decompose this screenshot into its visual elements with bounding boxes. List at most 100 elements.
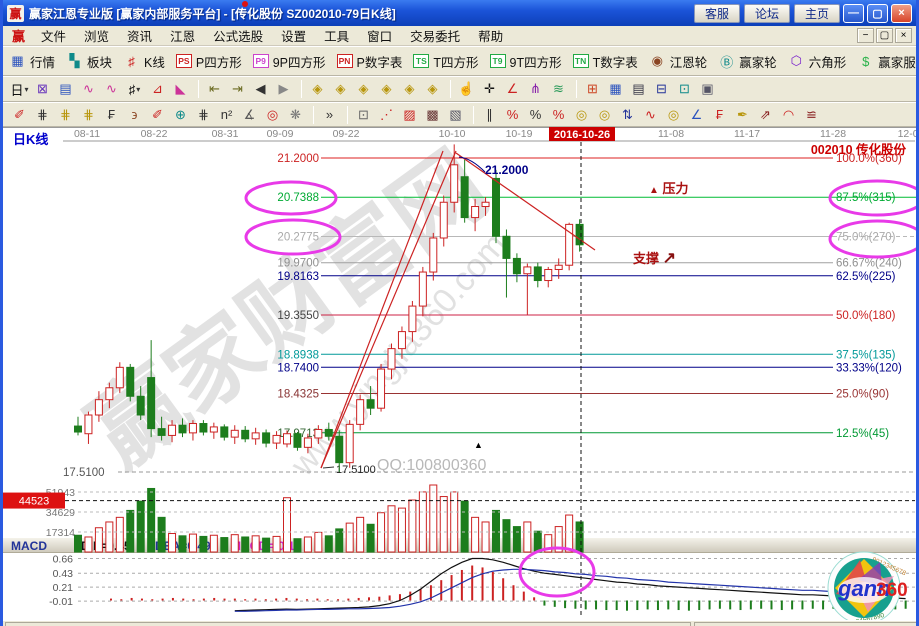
toolbar-button-candle-style[interactable]: ♯ ▾ — [128, 81, 141, 97]
toolbar-button-gold-pen[interactable]: ✒ — [737, 106, 748, 122]
toolbar-button-t-number-table[interactable]: TN T数字表 — [572, 52, 638, 71]
toolbar-button-mini-chart-9[interactable]: ∿ — [106, 81, 117, 96]
menu-item-4[interactable]: 公式选股 — [213, 30, 264, 44]
toolbar-button-gann-grid[interactable]: ⋕ — [37, 106, 48, 122]
toolbar-button-parallel-channel[interactable]: ≌ — [806, 106, 817, 122]
toolbar-button-gold-circle-2[interactable]: ◎ — [598, 106, 611, 122]
toolbar-button-sectors[interactable]: ▚ 板块 — [66, 52, 113, 71]
toolbar-button-save[interactable]: ⊟ — [656, 81, 667, 96]
menu-item-8[interactable]: 交易委托 — [410, 30, 461, 44]
toolbar-button-gold-grid-2[interactable]: ⋕ — [83, 106, 94, 122]
toolbar-button-wave-line[interactable]: ∿ — [645, 106, 656, 122]
toolbar-button-angle-measure[interactable]: ∠ — [506, 81, 519, 96]
toolbar-button-spiral-tool[interactable]: ϶ — [131, 107, 138, 122]
toolbar-button-last-bar[interactable]: ⇥ — [232, 81, 243, 96]
toolbar-button-ruler-brush[interactable]: ✐ — [152, 106, 163, 122]
toolbar-button-calculator[interactable]: ▦ — [609, 81, 622, 96]
toolbar-button-quotes[interactable]: ▦ 行情 — [9, 52, 55, 71]
toolbar-button-draw-brush[interactable]: ✐ — [14, 106, 25, 122]
forum-button[interactable]: 论坛 — [743, 3, 790, 23]
toolbar-button-gold-circle-1[interactable]: ◎ — [575, 106, 588, 122]
window-title: 赢家江恩专业版 [赢家内部服务平台] - [传化股份 SZ002010-79日K… — [29, 6, 396, 21]
toolbar-button-report[interactable]: ▤ — [632, 81, 645, 96]
toolbar-button-next-bar[interactable]: ▶ — [278, 81, 289, 96]
toolbar-button-spider-web[interactable]: ❋ — [290, 106, 301, 122]
toolbar-button-gann-arrow-v[interactable]: ◈ — [381, 81, 392, 96]
macd-dif-value: DIF=0.45 — [81, 539, 131, 553]
toolbar-button-export[interactable]: ⊡ — [679, 81, 690, 96]
toolbar-button-percent-zone[interactable]: % — [552, 107, 565, 122]
toolbar-button-9t-square[interactable]: T9 9T四方形 — [489, 52, 562, 71]
toolbar-button-kline[interactable]: ♯ K线 — [123, 52, 165, 71]
customer-service-button[interactable]: 客服 — [693, 3, 740, 23]
toolbar-button-percent-tool[interactable]: % — [529, 107, 542, 122]
toolbar-button-color-fill[interactable]: ◣ — [175, 81, 186, 96]
toolbar-button-segment-tool[interactable]: ⋔ — [530, 81, 541, 96]
toolbar-button-gold-grid-1[interactable]: ⋕ — [60, 106, 71, 122]
toolbar-button-parallel-lines[interactable]: ∥ — [486, 106, 493, 122]
toolbar-button-drag-hand[interactable]: ☝ — [458, 81, 475, 96]
menu-item-9[interactable]: 帮助 — [478, 30, 504, 44]
maximize-button[interactable]: ▢ — [867, 3, 888, 23]
toolbar-button-hexagon[interactable]: ⬡ 六角形 — [788, 52, 847, 71]
close-button[interactable]: × — [891, 3, 912, 23]
kline-label: K线 — [144, 55, 165, 70]
toolbar-button-t-square[interactable]: TS T四方形 — [413, 52, 479, 71]
toolbar-button-gann-fan[interactable]: ⋰ — [380, 106, 393, 122]
toolbar-button-gold-section[interactable]: ◎ — [667, 106, 680, 122]
toolbar-button-crosshair[interactable]: ✛ — [484, 81, 495, 96]
toolbar-button-fib-fan[interactable]: ₣ — [715, 107, 724, 122]
toolbar-button-gann-arrow-all[interactable]: ◈ — [427, 81, 438, 96]
toolbar-button-print[interactable]: ▣ — [701, 81, 714, 96]
mdi-minimize-button[interactable]: − — [857, 28, 874, 43]
toolbar-button-slant-grid[interactable]: ▧ — [449, 106, 462, 122]
toolbar-button-winner-wheel[interactable]: Ⓑ 赢家轮 — [718, 52, 777, 71]
toolbar-button-target-circle[interactable]: ◎ — [266, 106, 279, 122]
homepage-button[interactable]: 主页 — [793, 3, 840, 23]
toolbar-button-gann-wheel[interactable]: ◉ 江恩轮 — [649, 52, 708, 71]
toolbar-button-first-bar[interactable]: ⇤ — [209, 81, 220, 96]
minimize-button[interactable]: — — [843, 3, 864, 23]
toolbar-button-shade-grid[interactable]: ▨ — [403, 106, 416, 122]
toolbar-button-gann-arrow-h[interactable]: ◈ — [358, 81, 369, 96]
toolbar-button-winner-service[interactable]: $ 赢家服务 — [857, 52, 916, 71]
menu-item-0[interactable]: 文件 — [41, 30, 67, 44]
menu-item-5[interactable]: 设置 — [281, 30, 307, 44]
toolbar-button-arc-tool[interactable]: ◠ — [782, 106, 795, 122]
toolbar-button-9p-square[interactable]: P9 9P四方形 — [252, 52, 326, 71]
toolbar-button-p-square[interactable]: PS P四方形 — [175, 52, 242, 71]
menu-item-1[interactable]: 浏览 — [84, 30, 110, 44]
toolbar-button-chart-layout[interactable]: ⊠ — [37, 81, 48, 96]
mdi-close-button[interactable]: × — [895, 28, 912, 43]
toolbar-button-info-panel[interactable]: ▤ — [59, 81, 72, 96]
toolbar-button-angle-line[interactable]: ∡ — [243, 106, 256, 122]
toolbar-button-gann-arrow-right[interactable]: ◈ — [335, 81, 346, 96]
mdi-restore-button[interactable]: ▢ — [876, 28, 893, 43]
toolbar-button-price-marker[interactable]: ⇅ — [622, 106, 633, 122]
toolbar-button-calendar[interactable]: ⊞ — [587, 81, 598, 96]
menu-item-2[interactable]: 资讯 — [127, 30, 153, 44]
toolbar-button-trend-angle[interactable]: ∠ — [690, 106, 703, 122]
toolbar-button-dense-grid[interactable]: ▩ — [426, 106, 439, 122]
toolbar-button-speed-line[interactable]: ⇗ — [760, 106, 771, 122]
toolbar-button-fibonacci-grid[interactable]: ₣ — [107, 107, 116, 122]
toolbar-button-gann-arrow-4way[interactable]: ◈ — [404, 81, 415, 96]
toolbar-button-p-number-table[interactable]: PN P数字表 — [336, 52, 402, 71]
toolbar-button-gann-arrow-left[interactable]: ◈ — [312, 81, 323, 96]
toolbar-button-time-wheel[interactable]: ⊕ — [175, 106, 186, 122]
toolbar-button-price-grid[interactable]: ⋕ — [198, 106, 209, 122]
toolbar-button-square-of-nine[interactable]: n² — [220, 107, 233, 122]
toolbar-button-more-tools[interactable]: » — [325, 107, 334, 122]
toolbar-button-wave-tool[interactable]: ≋ — [553, 81, 564, 96]
hexagon-icon: ⬡ — [790, 53, 802, 68]
menu-item-7[interactable]: 窗口 — [367, 30, 393, 44]
toolbar-button-mini-chart-3[interactable]: ∿ — [83, 81, 94, 96]
menu-item-3[interactable]: 江恩 — [170, 30, 196, 44]
toolbar-button-box-tool[interactable]: ⊡ — [358, 106, 369, 122]
toolbar-button-fractal-tool[interactable]: ⊿ — [152, 81, 163, 96]
toolbar-button-prev-bar[interactable]: ◀ — [255, 81, 266, 96]
toolbar-button-percent-line[interactable]: % — [506, 107, 519, 122]
toolbar-button-period-selector[interactable]: 日 ▾ — [10, 82, 29, 98]
menu-item-6[interactable]: 工具 — [324, 30, 350, 44]
toolbar-separator — [576, 80, 577, 98]
